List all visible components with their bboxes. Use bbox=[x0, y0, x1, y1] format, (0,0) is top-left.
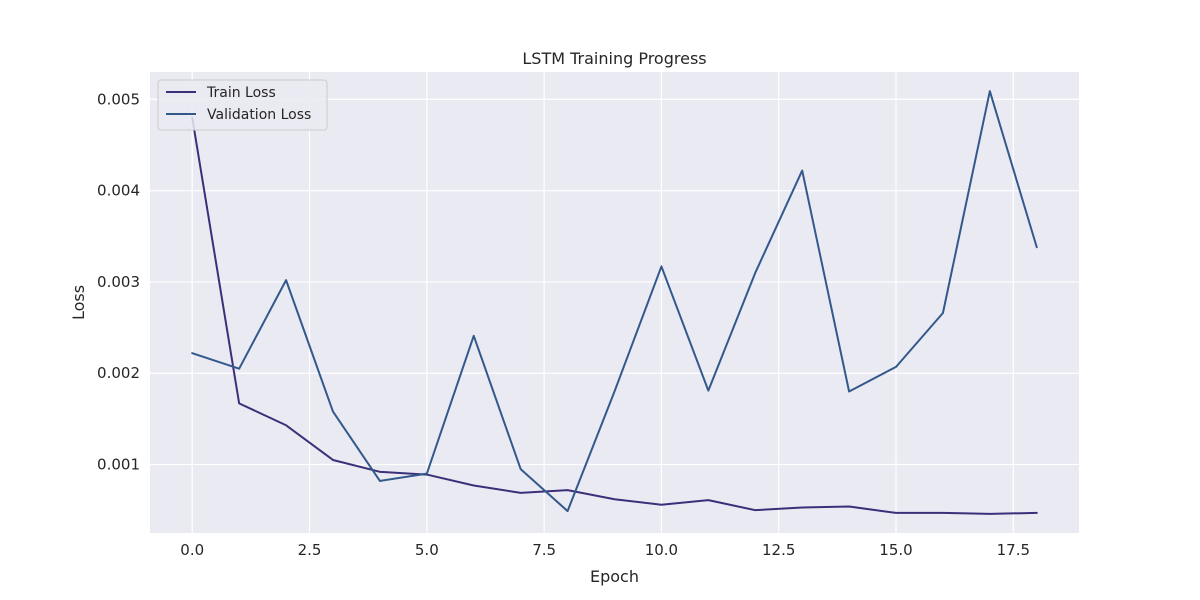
x-axis-title: Epoch bbox=[590, 567, 639, 586]
series-line-validation-loss bbox=[191, 90, 1038, 513]
y-tick-label: 0.003 bbox=[97, 273, 140, 291]
x-tick-label: 10.0 bbox=[645, 541, 678, 559]
series-line-train-loss bbox=[191, 116, 1038, 515]
y-tick-label: 0.002 bbox=[97, 364, 140, 382]
chart-title: LSTM Training Progress bbox=[522, 49, 706, 68]
y-tick-label: 0.001 bbox=[97, 456, 140, 474]
legend-label-validation-loss: Validation Loss bbox=[207, 107, 311, 123]
y-axis-title: Loss bbox=[69, 285, 88, 320]
y-tick-label: 0.004 bbox=[97, 182, 140, 200]
legend: Train Loss Validation Loss bbox=[157, 79, 328, 131]
plot-area bbox=[150, 72, 1079, 533]
x-tick-label: 7.5 bbox=[532, 541, 556, 559]
grid-lines bbox=[150, 72, 1079, 533]
x-tick-label: 15.0 bbox=[879, 541, 912, 559]
legend-label-train-loss: Train Loss bbox=[206, 85, 276, 101]
x-tick-label: 5.0 bbox=[415, 541, 439, 559]
legend-box bbox=[157, 79, 328, 131]
series-lines bbox=[191, 90, 1038, 515]
tick-labels: 0.0 2.5 5.0 7.5 10.0 12.5 15.0 17.5 0.001 0.002 0.… bbox=[97, 90, 1030, 559]
x-tick-label: 12.5 bbox=[762, 541, 795, 559]
x-tick-label: 0.0 bbox=[180, 541, 204, 559]
x-tick-label: 2.5 bbox=[298, 541, 322, 559]
x-tick-label: 17.5 bbox=[997, 541, 1030, 559]
y-tick-label: 0.005 bbox=[97, 90, 140, 108]
